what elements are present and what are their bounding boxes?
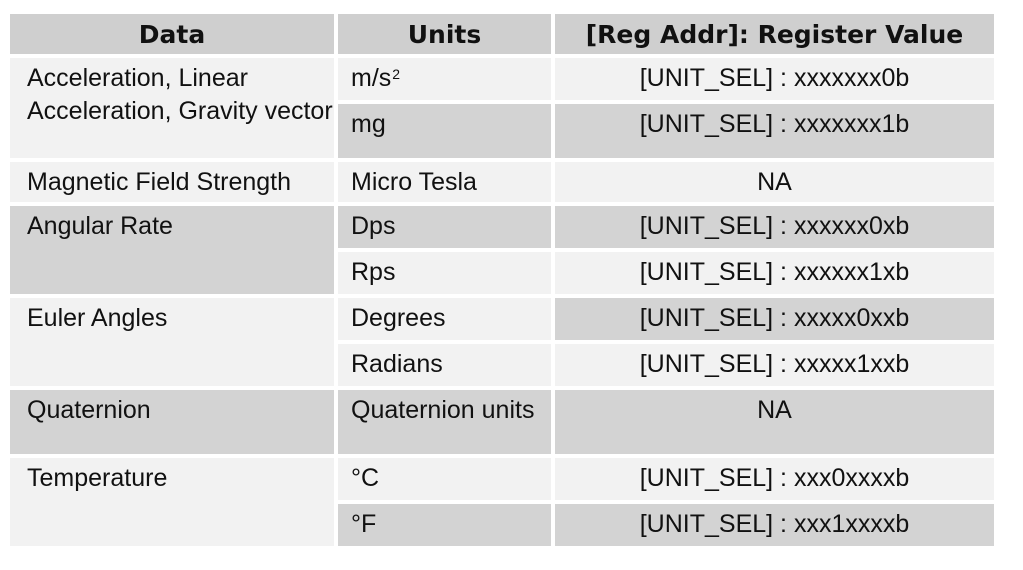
data-cell-euler-angles: Euler Angles [10, 298, 334, 386]
table-row: Euler Angles Degrees [UNIT_SEL] : xxxxx0… [10, 298, 994, 386]
unit-cell: °F [338, 504, 551, 546]
unit-cell: Rps [338, 252, 551, 294]
register-value-cell: [UNIT_SEL] : xxx1xxxxb [555, 504, 994, 546]
data-cell-temperature: Temperature [10, 458, 334, 546]
unit-superscript: 2 [392, 66, 401, 82]
register-value-cell: NA [555, 162, 994, 202]
unit-cell: °C [338, 458, 551, 500]
unit-cell: Dps [338, 206, 551, 248]
register-value-cell: [UNIT_SEL] : xxxxxxx1b [555, 104, 994, 158]
unit-cell: m/s2 [338, 58, 551, 100]
header-units: Units [338, 14, 551, 54]
unit-text: m/s [351, 64, 392, 92]
unit-cell: Quaternion units [338, 390, 551, 454]
header-row: Data Units [Reg Addr]: Register Value [10, 14, 994, 54]
data-cell-magnetic: Magnetic Field Strength [10, 162, 334, 202]
register-value-cell: [UNIT_SEL] : xxxxx1xxb [555, 344, 994, 386]
units-table: Data Units [Reg Addr]: Register Value Ac… [6, 10, 998, 550]
table-row: mg [UNIT_SEL] : xxxxxxx1b [10, 104, 994, 158]
table-row: Radians [UNIT_SEL] : xxxxx1xxb [10, 344, 994, 386]
register-value-cell: NA [555, 390, 994, 454]
table-row: Magnetic Field Strength Micro Tesla NA [10, 162, 994, 202]
unit-cell: Micro Tesla [338, 162, 551, 202]
header-data: Data [10, 14, 334, 54]
units-table-container: Data Units [Reg Addr]: Register Value Ac… [10, 14, 994, 546]
table-row: °F [UNIT_SEL] : xxx1xxxxb [10, 504, 994, 546]
register-value-cell: [UNIT_SEL] : xxxxxxx0b [555, 58, 994, 100]
header-register-value: [Reg Addr]: Register Value [555, 14, 994, 54]
table-row: Quaternion Quaternion units NA [10, 390, 994, 454]
table-row: Angular Rate Dps [UNIT_SEL] : xxxxxx0xb [10, 206, 994, 294]
register-value-cell: [UNIT_SEL] : xxx0xxxxb [555, 458, 994, 500]
data-cell-angular-rate: Angular Rate [10, 206, 334, 294]
unit-cell: mg [338, 104, 551, 158]
register-value-cell: [UNIT_SEL] : xxxxxx0xb [555, 206, 994, 248]
table-row: Rps [UNIT_SEL] : xxxxxx1xb [10, 252, 994, 294]
unit-cell: Degrees [338, 298, 551, 340]
register-value-cell: [UNIT_SEL] : xxxxx0xxb [555, 298, 994, 340]
data-cell-acceleration: Acceleration, Linear Acceleration, Gravi… [10, 58, 334, 158]
unit-cell: Radians [338, 344, 551, 386]
register-value-cell: [UNIT_SEL] : xxxxxx1xb [555, 252, 994, 294]
data-cell-quaternion: Quaternion [10, 390, 334, 454]
table-row: Temperature °C [UNIT_SEL] : xxx0xxxxb [10, 458, 994, 546]
table-row: Acceleration, Linear Acceleration, Gravi… [10, 58, 994, 158]
